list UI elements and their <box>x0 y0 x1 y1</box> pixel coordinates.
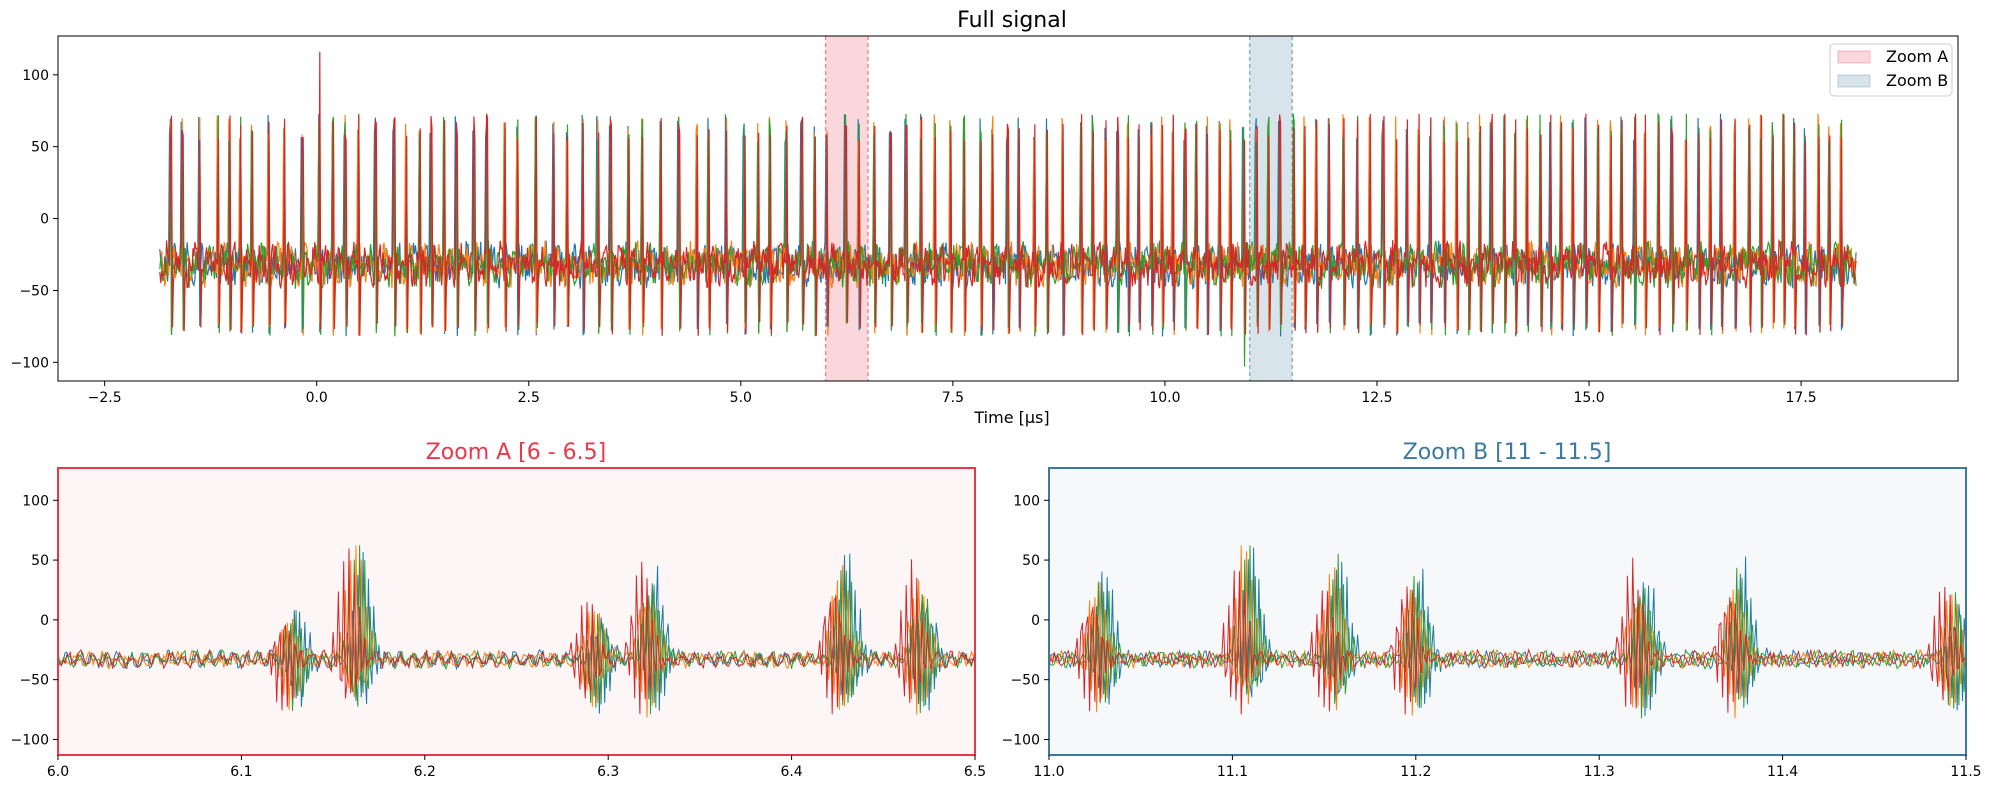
zoom-b-x-axis: 11.0 11.1 11.2 11.3 11.4 11.5 <box>1033 755 1982 780</box>
zoom-b-series-1 <box>1048 547 1967 716</box>
zoom-b-panel: Zoom B [11 - 11.5] 11.0 11.1 11.2 11.3 11.4 1… <box>1002 440 1982 780</box>
zoom-a-panel: Zoom A [6 - 6.5] 6.0 6.1 6.2 6.3 6.4 6.5 100 5… <box>11 440 987 780</box>
zoom-b-title: Zoom B [11 - 11.5] <box>1403 440 1612 465</box>
zoom-b-x-tick-label: 11.5 <box>1950 764 1981 780</box>
full-signal-axes-frame <box>57 35 1959 382</box>
legend-label-zoom-b: Zoom B <box>1886 71 1948 90</box>
zoom-a-x-axis: 6.0 6.1 6.2 6.3 6.4 6.5 <box>47 755 986 780</box>
zoom-b-series-3 <box>1048 545 1967 719</box>
full-y-tick-label: 100 <box>22 68 49 84</box>
legend-frame <box>1829 43 1953 97</box>
zoom-b-y-tick-label: 0 <box>1031 613 1040 629</box>
full-y-tick-label: −50 <box>19 283 49 299</box>
legend-label-zoom-a: Zoom A <box>1886 47 1948 66</box>
zoom-a-title: Zoom A [6 - 6.5] <box>426 440 607 465</box>
zoom-b-y-tick-label: 100 <box>1013 493 1040 509</box>
full-y-tick-label: −100 <box>11 355 49 371</box>
zoom-b-y-axis: 100 50 0 −50 −100 <box>1002 493 1049 748</box>
full-x-tick-label: 7.5 <box>942 390 964 406</box>
legend: Zoom A Zoom B <box>1829 43 1953 97</box>
zoom-b-plot <box>1048 545 1967 719</box>
zoom-a-x-tick-label: 6.4 <box>780 764 802 780</box>
zoom-b-x-tick-label: 11.0 <box>1033 764 1064 780</box>
full-signal-title: Full signal <box>957 8 1067 33</box>
zoom-a-y-tick-label: −50 <box>19 673 49 689</box>
zoom-a-series-4 <box>57 548 976 715</box>
zoom-a-y-axis: 100 50 0 −50 −100 <box>11 493 58 748</box>
full-x-tick-label: 5.0 <box>730 390 752 406</box>
full-y-tick-label: 0 <box>40 212 49 228</box>
full-x-tick-label: 0.0 <box>306 390 328 406</box>
zoom-a-x-tick-label: 6.1 <box>230 764 252 780</box>
full-x-tick-label: 12.5 <box>1361 390 1392 406</box>
zoom-regions <box>825 36 1293 381</box>
zoom-b-y-tick-label: −50 <box>1010 673 1040 689</box>
zoom-b-axes-frame <box>1048 467 1967 756</box>
zoom-b-y-tick-label: −100 <box>1002 732 1040 748</box>
y-axis: 100 50 0 −50 −100 <box>11 68 58 371</box>
zoom-a-axes-frame <box>57 467 976 756</box>
zoom-b-background <box>1049 468 1966 755</box>
full-x-tick-label: −2.5 <box>88 390 122 406</box>
zoom-b-x-tick-label: 11.4 <box>1767 764 1798 780</box>
zoom-b-x-tick-label: 11.3 <box>1584 764 1615 780</box>
zoom-a-y-tick-label: 100 <box>22 493 49 509</box>
zoom-a-x-tick-label: 6.0 <box>47 764 69 780</box>
full-x-tick-label: 2.5 <box>518 390 540 406</box>
zoom-a-plot <box>57 545 976 718</box>
zoom-b-series-4 <box>1048 557 1967 715</box>
zoom-a-y-tick-label: 0 <box>40 613 49 629</box>
zoom-a-x-tick-label: 6.3 <box>597 764 619 780</box>
zoom-a-y-tick-label: −100 <box>11 732 49 748</box>
full-x-tick-label: 10.0 <box>1149 390 1180 406</box>
signal-series-4 <box>159 51 1857 336</box>
zoom-a-background <box>58 468 975 755</box>
full-y-tick-label: 50 <box>31 140 49 156</box>
zoom-b-x-tick-label: 11.2 <box>1400 764 1431 780</box>
full-signal-plot <box>159 51 1857 367</box>
x-axis-label: Time [µs] <box>973 408 1049 427</box>
legend-swatch-zoom-b <box>1837 74 1871 88</box>
full-x-tick-label: 17.5 <box>1785 390 1816 406</box>
full-x-tick-label: 15.0 <box>1573 390 1604 406</box>
zoom-a-x-tick-label: 6.5 <box>964 764 986 780</box>
zoom-b-y-tick-label: 50 <box>1022 553 1040 569</box>
x-axis: −2.5 0.0 2.5 5.0 7.5 10.0 12.5 15.0 17.5 <box>88 381 1817 406</box>
zoom-b-x-tick-label: 11.1 <box>1217 764 1248 780</box>
zoom-a-y-tick-label: 50 <box>31 553 49 569</box>
zoom-a-x-tick-label: 6.2 <box>414 764 436 780</box>
legend-swatch-zoom-a <box>1837 50 1871 64</box>
full-signal-panel: Full signal −2.5 0.0 2.5 5.0 7.5 10.0 12.5 15.0… <box>11 8 1959 427</box>
